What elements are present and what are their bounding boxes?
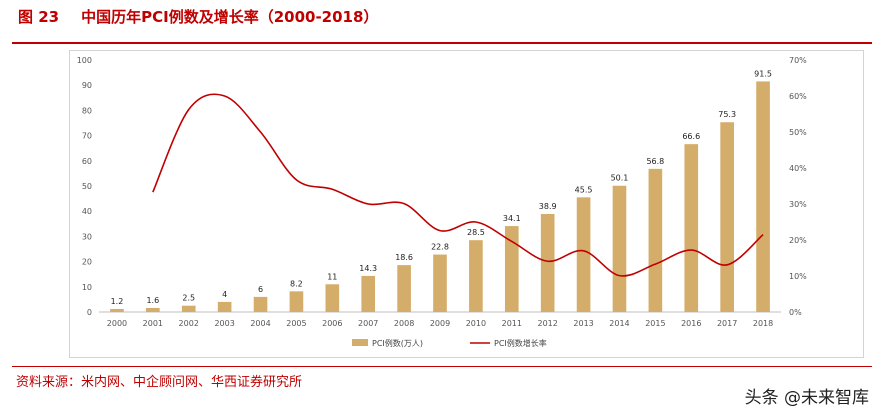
legend-bar-label: PCI例数(万人) xyxy=(372,338,423,348)
bar-value-label: 11 xyxy=(327,272,337,281)
bar xyxy=(756,81,770,312)
y-left-tick-label: 60 xyxy=(82,157,92,166)
x-tick-label: 2003 xyxy=(214,319,234,328)
chart-frame xyxy=(69,50,864,358)
bar-value-label: 28.5 xyxy=(467,228,485,237)
figure-title: 图 23 中国历年PCI例数及增长率（2000-2018） xyxy=(18,6,378,27)
bar xyxy=(289,291,304,312)
y-right-tick-label: 20% xyxy=(789,236,807,245)
bar xyxy=(217,301,232,312)
y-left-tick-label: 70 xyxy=(82,132,92,141)
x-tick-label: 2014 xyxy=(609,319,629,328)
bar-value-label: 66.6 xyxy=(682,132,700,141)
bar xyxy=(540,213,555,312)
figure-title-text: 中国历年PCI例数及增长率（2000-2018） xyxy=(81,8,379,26)
bar-value-label: 14.3 xyxy=(359,264,377,273)
x-tick-label: 2004 xyxy=(250,319,270,328)
y-left-tick-label: 10 xyxy=(82,283,92,292)
x-tick-label: 2010 xyxy=(466,319,486,328)
bar xyxy=(110,308,124,312)
bar xyxy=(253,296,268,312)
title-divider xyxy=(12,42,872,44)
bar xyxy=(612,185,627,312)
legend-bar-swatch xyxy=(352,339,368,346)
bar xyxy=(504,226,519,312)
x-tick-label: 2005 xyxy=(286,319,306,328)
x-tick-label: 2016 xyxy=(681,319,701,328)
bar-value-label: 4 xyxy=(222,290,227,299)
bar xyxy=(720,122,734,312)
y-right-tick-label: 40% xyxy=(789,164,807,173)
y-left-tick-label: 0 xyxy=(87,308,92,317)
bar xyxy=(397,265,411,312)
bar-value-label: 22.8 xyxy=(431,243,449,252)
x-tick-label: 2018 xyxy=(753,319,773,328)
bar-value-label: 56.8 xyxy=(646,157,664,166)
bar-value-label: 6 xyxy=(258,285,263,294)
source-divider xyxy=(12,366,872,367)
y-left-tick-label: 30 xyxy=(82,232,92,241)
bar xyxy=(684,144,699,312)
x-tick-label: 2013 xyxy=(573,319,593,328)
y-left-tick-label: 90 xyxy=(82,81,92,90)
x-tick-label: 2011 xyxy=(502,319,522,328)
x-tick-label: 2017 xyxy=(717,319,737,328)
bar xyxy=(648,168,663,312)
y-left-tick-label: 40 xyxy=(82,207,92,216)
x-tick-label: 2007 xyxy=(358,319,378,328)
source-note: 资料来源：米内网、中企顾问网、华西证券研究所 xyxy=(16,375,303,390)
x-tick-label: 2001 xyxy=(143,319,163,328)
y-right-tick-label: 70% xyxy=(789,56,807,65)
legend-line-label: PCI例数增长率 xyxy=(494,338,547,348)
x-tick-label: 2000 xyxy=(107,319,127,328)
y-right-tick-label: 10% xyxy=(789,272,807,281)
bar-value-label: 34.1 xyxy=(503,214,521,223)
x-tick-label: 2006 xyxy=(322,319,342,328)
bar xyxy=(433,254,447,312)
bar xyxy=(146,307,160,312)
x-tick-label: 2012 xyxy=(538,319,558,328)
bar-value-label: 18.6 xyxy=(395,253,413,262)
x-tick-label: 2002 xyxy=(179,319,199,328)
bar-value-label: 1.2 xyxy=(111,297,124,306)
x-tick-label: 2015 xyxy=(645,319,665,328)
y-left-tick-label: 50 xyxy=(82,182,92,191)
bar-value-label: 45.5 xyxy=(575,185,593,194)
bar xyxy=(181,305,196,312)
bar xyxy=(576,197,591,312)
bar xyxy=(325,284,340,312)
bar xyxy=(361,275,376,312)
bar-value-label: 75.3 xyxy=(718,110,736,119)
figure-number: 图 23 xyxy=(18,8,60,26)
y-left-tick-label: 80 xyxy=(82,106,92,115)
bar-value-label: 50.1 xyxy=(611,174,629,183)
growth-rate-line xyxy=(152,93,764,277)
bar-value-label: 1.6 xyxy=(146,296,159,305)
x-tick-label: 2009 xyxy=(430,319,450,328)
y-left-tick-label: 100 xyxy=(77,56,92,65)
y-right-tick-label: 50% xyxy=(789,128,807,137)
x-tick-label: 2008 xyxy=(394,319,414,328)
watermark: 头条 @未来智库 xyxy=(744,388,869,408)
bar-value-label: 2.5 xyxy=(182,294,195,303)
bar-value-label: 38.9 xyxy=(539,202,557,211)
y-right-tick-label: 0% xyxy=(789,308,802,317)
y-right-tick-label: 60% xyxy=(789,92,807,101)
bar-value-label: 91.5 xyxy=(754,69,772,78)
bar xyxy=(469,240,483,312)
y-right-tick-label: 30% xyxy=(789,200,807,209)
y-left-tick-label: 20 xyxy=(82,258,92,267)
bar-value-label: 8.2 xyxy=(290,279,303,288)
